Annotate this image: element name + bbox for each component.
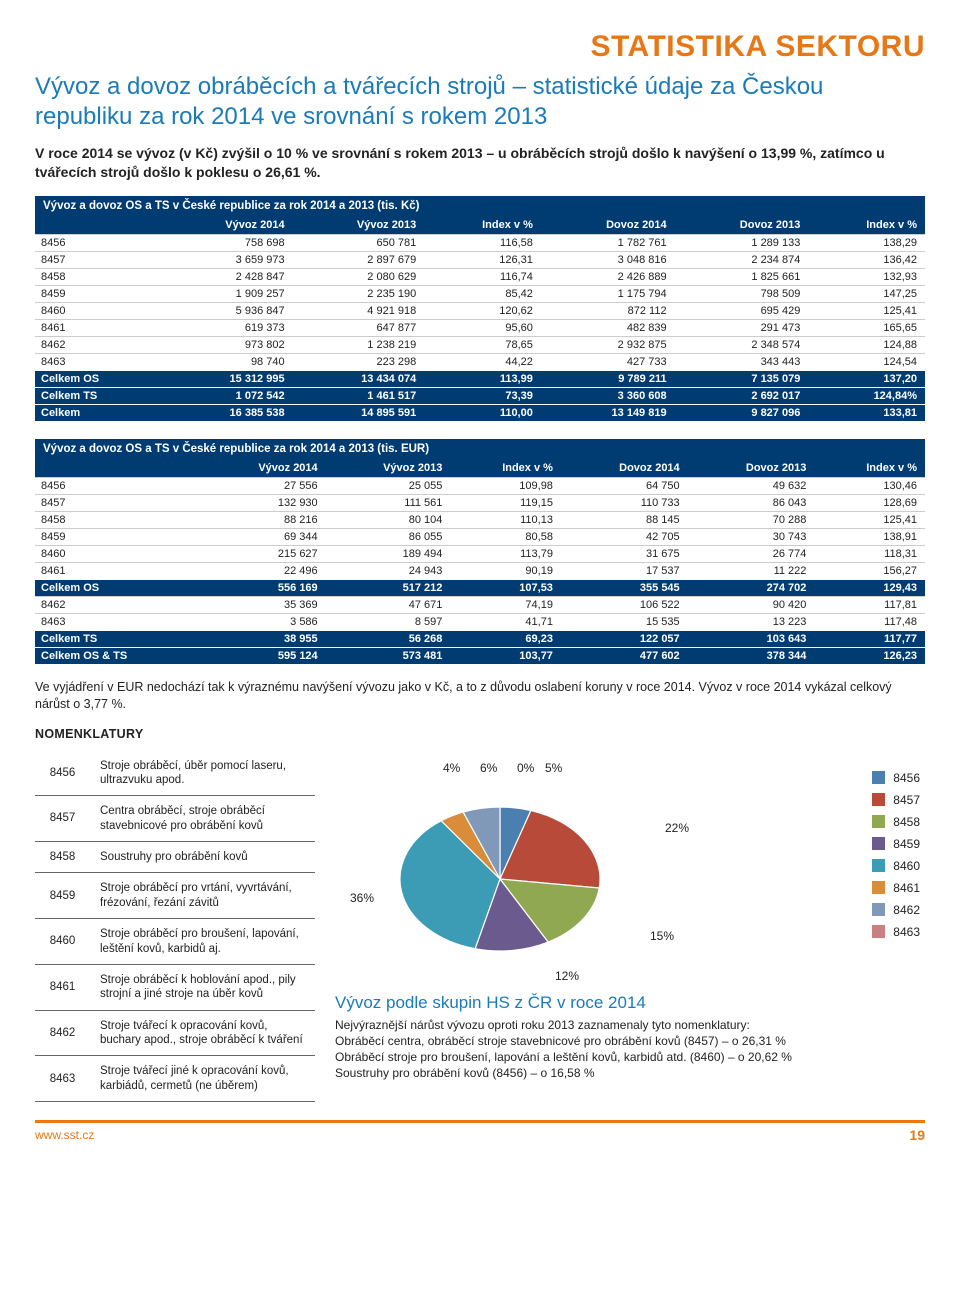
table-row: 845888 21680 104110,1388 14570 288125,41 [35,511,925,528]
table-row: 8456758 698650 781116,581 782 7611 289 1… [35,234,925,251]
page-title: Vývoz a dovoz obráběcích a tvářecích str… [35,72,925,132]
chart-body-line: Obráběcí centra, obráběcí stroje stavebn… [335,1033,925,1049]
legend-item: 8459 [872,837,920,851]
column-header: Dovoz 2014 [541,216,675,235]
column-header: Vývoz 2014 [201,459,326,478]
table-row: Celkem OS556 169517 212107,53355 545274 … [35,579,925,596]
nomenclature-row: 8459Stroje obráběcí pro vrtání, vyvrtává… [35,873,315,919]
legend-swatch [872,815,885,828]
legend-label: 8460 [893,859,920,873]
column-header: Vývoz 2014 [161,216,293,235]
table-row: Celkem OS15 312 99513 434 074113,999 789… [35,370,925,387]
table-header-row: Vývoz 2014Vývoz 2013Index v %Dovoz 2014D… [35,459,925,478]
table-caption: Vývoz a dovoz OS a TS v České republice … [35,439,925,459]
legend-label: 8463 [893,925,920,939]
nomenclature-row: 8461Stroje obráběcí k hoblování apod., p… [35,964,315,1010]
legend-item: 8462 [872,903,920,917]
column-header: Vývoz 2013 [293,216,425,235]
table-header-row: Vývoz 2014Vývoz 2013Index v %Dovoz 2014D… [35,216,925,235]
table-row: 84591 909 2572 235 19085,421 175 794798 … [35,285,925,302]
column-header: Dovoz 2013 [688,459,815,478]
table-row: 84573 659 9732 897 679126,313 048 8162 2… [35,251,925,268]
column-header: Index v % [808,216,925,235]
note-text: Ve vyjádření v EUR nedochází tak k výraz… [35,679,925,713]
chart-body-line: Soustruhy pro obrábění kovů (8456) – o 1… [335,1065,925,1081]
legend-item: 8458 [872,815,920,829]
legend-label: 8457 [893,793,920,807]
nomenclature-heading: NOMENKLATURY [35,727,925,741]
column-header: Index v % [814,459,925,478]
table-row: Celkem16 385 53814 895 591110,0013 149 8… [35,404,925,421]
legend-label: 8462 [893,903,920,917]
table-row: 846122 49624 94390,1917 53711 222156,27 [35,562,925,579]
pie-legend: 8456 8457 8458 8459 8460 8461 8462 8463 [872,761,925,939]
legend-label: 8456 [893,771,920,785]
legend-swatch [872,903,885,916]
chart-body-text: Nejvýraznější nárůst vývozu oproti roku … [335,1017,925,1082]
table-row: 845969 34486 05580,5842 70530 743138,91 [35,528,925,545]
legend-item: 8460 [872,859,920,873]
nomenclature-row: 8457Centra obráběcí, stroje obráběcí sta… [35,796,315,842]
table-row: 8460215 627189 494113,7931 67526 774118,… [35,545,925,562]
table-row: 846398 740223 29844,22427 733343 443124,… [35,353,925,370]
table-row: 84633 5868 59741,7115 53513 223117,48 [35,613,925,630]
table-eur: Vývoz a dovoz OS a TS v České republice … [35,439,925,664]
column-header: Index v % [450,459,561,478]
legend-label: 8459 [893,837,920,851]
nomenclature-row: 8456Stroje obráběcí, úběr pomocí laseru,… [35,751,315,796]
page-number: 19 [909,1127,925,1143]
column-header: Index v % [424,216,541,235]
column-header [35,459,201,478]
legend-swatch [872,925,885,938]
nomenclature-row: 8462Stroje tvářecí k opracování kovů, bu… [35,1010,315,1056]
legend-swatch [872,771,885,784]
column-header: Vývoz 2013 [326,459,451,478]
legend-item: 8456 [872,771,920,785]
table-row: Celkem OS & TS595 124573 481103,77477 60… [35,647,925,664]
chart-title: Vývoz podle skupin HS z ČR v roce 2014 [335,993,925,1013]
chart-body-line: Nejvýraznější nárůst vývozu oproti roku … [335,1017,925,1033]
table-row: 845627 55625 055109,9864 75049 632130,46 [35,477,925,494]
pie-chart-region: 5%22%15%12%36%4%6%0% 8456 8457 8458 8459 846… [335,751,925,1103]
table-row: 8457132 930111 561119,15110 73386 043128… [35,494,925,511]
table-row: 84605 936 8474 921 918120,62872 112695 4… [35,302,925,319]
legend-item: 8463 [872,925,920,939]
legend-label: 8458 [893,815,920,829]
table-row: 84582 428 8472 080 629116,742 426 8891 8… [35,268,925,285]
table-row: Celkem TS38 95556 26869,23122 057103 643… [35,630,925,647]
nomenclature-row: 8463Stroje tvářecí jiné k opracování kov… [35,1056,315,1102]
section-banner: STATISTIKA SEKTORU [35,30,925,72]
table-row: Celkem TS1 072 5421 461 51773,393 360 60… [35,387,925,404]
table-row: 846235 36947 67174,19106 52290 420117,81 [35,596,925,613]
table-caption: Vývoz a dovoz OS a TS v České republice … [35,196,925,216]
legend-swatch [872,881,885,894]
nomenclature-row: 8458Soustruhy pro obrábění kovů [35,842,315,873]
legend-swatch [872,859,885,872]
column-header: Dovoz 2014 [561,459,688,478]
legend-label: 8461 [893,881,920,895]
footer-url: www.sst.cz [35,1128,94,1142]
table-row: 8462973 8021 238 21978,652 932 8752 348 … [35,336,925,353]
chart-body-line: Obráběcí stroje pro broušení, lapování a… [335,1049,925,1065]
column-header: Dovoz 2013 [675,216,809,235]
page-footer: www.sst.cz 19 [35,1120,925,1143]
legend-item: 8461 [872,881,920,895]
table-kc: Vývoz a dovoz OS a TS v České republice … [35,196,925,421]
table-row: 8461619 373647 87795,60482 839291 473165… [35,319,925,336]
nomenclature-row: 8460Stroje obráběcí pro broušení, lapová… [35,919,315,965]
nomenclature-table: 8456Stroje obráběcí, úběr pomocí laseru,… [35,751,315,1103]
legend-swatch [872,837,885,850]
legend-item: 8457 [872,793,920,807]
pie-percent-label: 22% [665,821,689,835]
legend-swatch [872,793,885,806]
pie-chart: 5%22%15%12%36%4%6%0% [345,761,655,981]
column-header [35,216,161,235]
lead-paragraph: V roce 2014 se vývoz (v Kč) zvýšil o 10 … [35,144,925,182]
